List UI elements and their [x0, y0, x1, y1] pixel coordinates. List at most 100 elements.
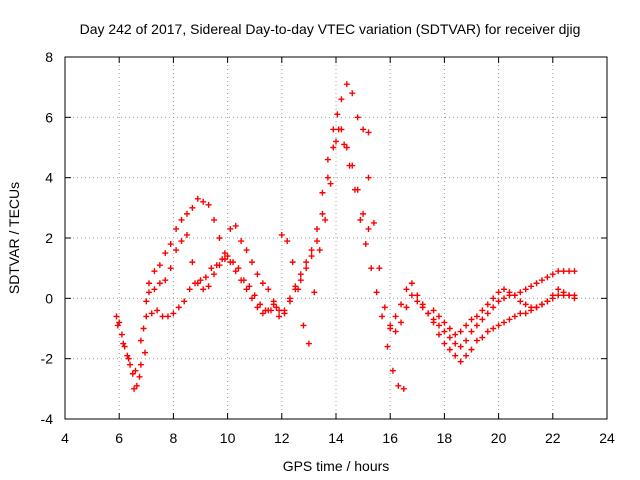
data-point: [281, 307, 288, 314]
data-point: [368, 265, 375, 272]
x-tick-label: 20: [491, 430, 507, 446]
data-point: [365, 129, 372, 136]
data-point: [522, 301, 529, 308]
data-point: [224, 253, 231, 260]
series-track-2: [116, 81, 372, 374]
data-point: [262, 307, 269, 314]
data-point: [452, 331, 459, 338]
data-point: [533, 304, 540, 311]
data-point: [430, 319, 437, 326]
data-point: [118, 331, 125, 338]
data-point: [292, 286, 299, 293]
data-point: [181, 298, 188, 305]
data-point: [441, 319, 448, 326]
data-point: [457, 343, 464, 350]
data-point: [314, 238, 321, 245]
y-tick-label: 6: [45, 109, 53, 125]
data-point: [468, 316, 475, 323]
data-point: [183, 210, 190, 217]
data-point: [490, 325, 497, 332]
data-point: [446, 334, 453, 341]
data-point: [205, 201, 212, 208]
data-point: [473, 337, 480, 344]
data-point: [484, 310, 491, 317]
data-point: [528, 304, 535, 311]
data-point: [330, 144, 337, 151]
data-point: [517, 289, 524, 296]
data-point: [566, 268, 573, 275]
data-point: [351, 186, 358, 193]
data-point: [170, 310, 177, 317]
y-tick-label: 0: [45, 290, 53, 306]
chart-title: Day 242 of 2017, Sidereal Day-to-day VTE…: [80, 21, 581, 37]
data-point: [468, 328, 475, 335]
data-point: [189, 259, 196, 266]
data-point: [146, 280, 153, 287]
data-point: [319, 210, 326, 217]
data-point: [284, 238, 291, 245]
data-point: [216, 262, 223, 269]
data-point: [186, 286, 193, 293]
data-point: [167, 241, 174, 248]
data-point: [360, 210, 367, 217]
data-point: [365, 225, 372, 232]
data-point: [162, 250, 169, 257]
data-point: [425, 310, 432, 317]
data-point: [389, 367, 396, 374]
data-point: [370, 219, 377, 226]
data-point: [257, 301, 264, 308]
data-point: [143, 298, 150, 305]
data-point: [211, 216, 218, 223]
data-point: [230, 259, 237, 266]
data-point: [392, 313, 399, 320]
data-point: [435, 313, 442, 320]
data-point: [555, 286, 562, 293]
data-point: [232, 222, 239, 229]
data-point: [183, 231, 190, 238]
data-point: [398, 301, 405, 308]
data-point: [113, 313, 120, 320]
data-point: [151, 268, 158, 275]
data-point: [373, 289, 380, 296]
x-tick-label: 12: [274, 430, 290, 446]
data-point: [120, 340, 127, 347]
data-point: [560, 268, 567, 275]
data-point: [506, 289, 513, 296]
data-point: [506, 316, 513, 323]
data-point: [216, 235, 223, 241]
data-point: [538, 301, 545, 308]
data-point: [208, 265, 215, 272]
data-point: [246, 283, 253, 290]
data-point: [297, 277, 304, 284]
data-point: [303, 259, 310, 266]
data-point: [132, 367, 139, 374]
data-point: [463, 352, 470, 359]
x-tick-label: 14: [328, 430, 344, 446]
data-point: [501, 295, 508, 302]
data-point: [555, 292, 562, 299]
data-point: [441, 340, 448, 347]
data-point: [238, 238, 245, 245]
data-point: [333, 138, 339, 145]
series-track-4: [365, 174, 578, 350]
x-tick-label: 24: [599, 430, 615, 446]
y-tick-labels: -4 -2 0 2 4 6 8: [41, 49, 54, 427]
data-point: [154, 307, 161, 314]
data-point: [137, 337, 144, 344]
data-point: [137, 361, 144, 368]
data-point: [248, 259, 255, 266]
data-point: [555, 268, 562, 275]
x-tick-label: 18: [437, 430, 453, 446]
data-point: [116, 319, 123, 326]
data-point: [501, 319, 508, 326]
x-tick-label: 22: [545, 430, 561, 446]
data-point: [435, 331, 442, 338]
data-point: [495, 322, 502, 329]
data-point: [376, 265, 383, 272]
data-point: [490, 304, 497, 311]
data-point: [156, 262, 163, 269]
data-point: [457, 328, 464, 335]
data-point: [349, 90, 356, 97]
data-point: [334, 111, 341, 118]
